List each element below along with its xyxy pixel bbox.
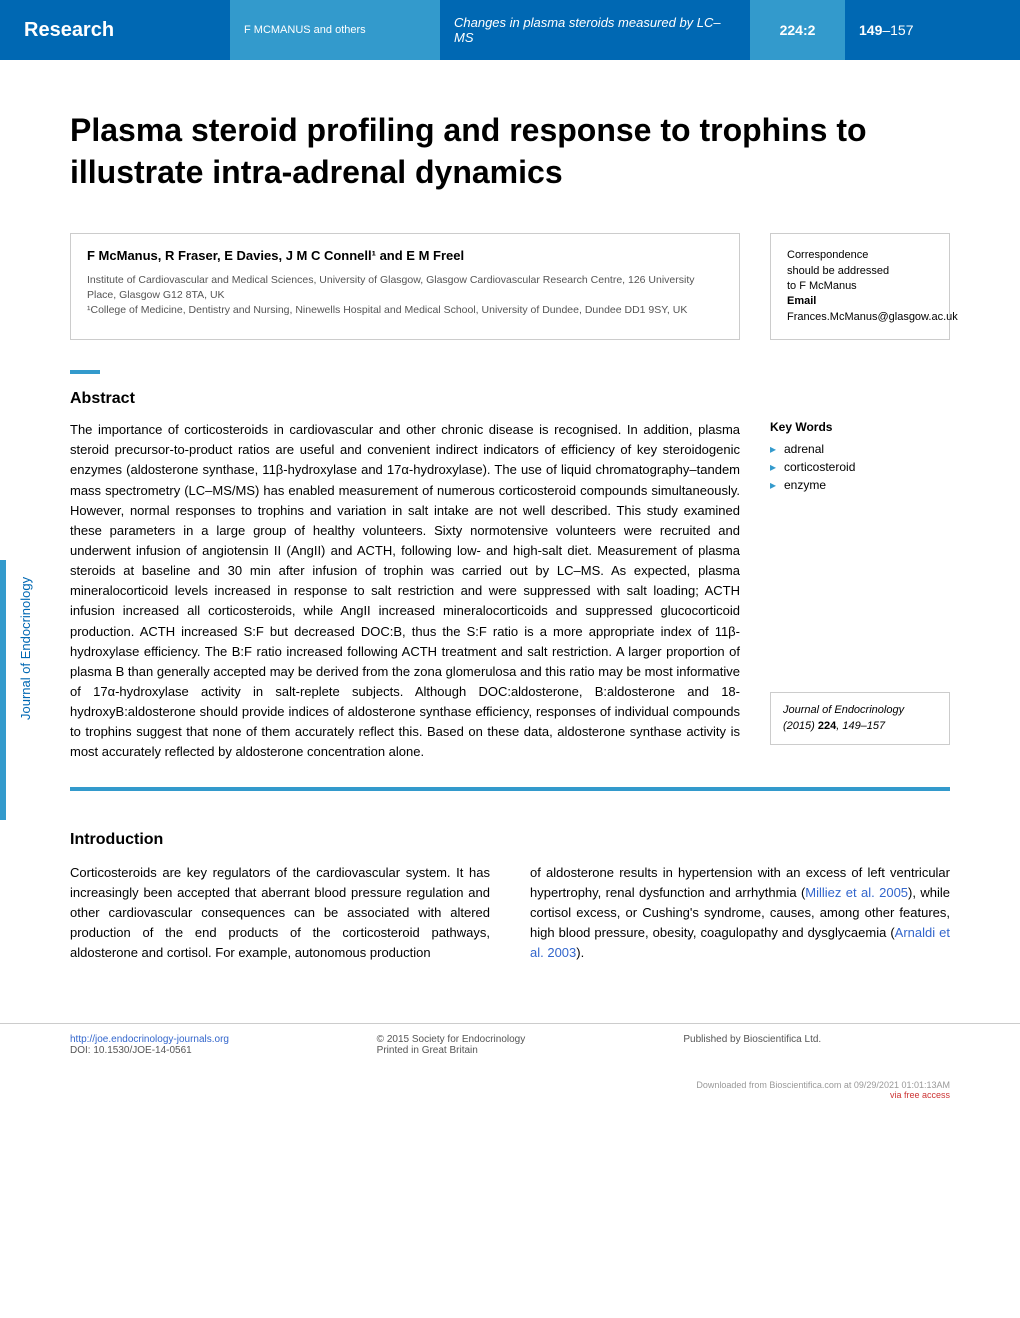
affiliation-1: Institute of Cardiovascular and Medical … <box>87 273 723 302</box>
author-names: F McManus, R Fraser, E Davies, J M C Con… <box>87 248 723 263</box>
section-divider <box>70 370 100 374</box>
footer: http://joe.endocrinology-journals.org DO… <box>0 1023 1020 1076</box>
abstract-section: Abstract The importance of corticosteroi… <box>70 370 950 790</box>
introduction-col-2: of aldosterone results in hypertension w… <box>530 863 950 964</box>
research-section-label: Research <box>0 0 230 60</box>
author-affiliation-box: F McManus, R Fraser, E Davies, J M C Con… <box>70 233 740 340</box>
correspondence-email-label: Email <box>787 294 933 309</box>
correspondence-line1: Correspondence <box>787 248 933 263</box>
introduction-section: Introduction Corticosteroids are key reg… <box>70 831 950 964</box>
correspondence-email: Frances.McManus@glasgow.ac.uk <box>787 310 933 325</box>
footer-doi: DOI: 10.1530/JOE-14-0561 <box>70 1045 337 1056</box>
keyword-item: adrenal <box>770 442 950 456</box>
affiliation-2: ¹College of Medicine, Dentistry and Nurs… <box>87 303 723 318</box>
download-free-access: via free access <box>890 1090 950 1100</box>
citation-year: (2015) <box>783 720 818 732</box>
introduction-col-1: Corticosteroids are key regulators of th… <box>70 863 490 964</box>
abstract-row: The importance of corticosteroids in car… <box>70 420 950 762</box>
footer-url-link[interactable]: http://joe.endocrinology-journals.org <box>70 1034 229 1045</box>
footer-col-1: http://joe.endocrinology-journals.org DO… <box>70 1034 337 1056</box>
introduction-heading: Introduction <box>70 831 950 849</box>
sidebar-journal-label: Journal of Endocrinology <box>18 577 33 720</box>
keywords-heading: Key Words <box>770 420 950 434</box>
footer-printed: Printed in Great Britain <box>377 1045 644 1056</box>
introduction-columns: Corticosteroids are key regulators of th… <box>70 863 950 964</box>
header-running-title: Changes in plasma steroids measured by L… <box>440 0 750 60</box>
correspondence-box: Correspondence should be addressed to F … <box>770 233 950 340</box>
article-title: Plasma steroid profiling and response to… <box>70 110 950 193</box>
reference-link[interactable]: Milliez et al. 2005 <box>805 885 908 900</box>
author-correspondence-row: F McManus, R Fraser, E Davies, J M C Con… <box>70 233 950 340</box>
page-range-suffix: –157 <box>882 22 913 38</box>
journal-citation-box: Journal of Endocrinology (2015) 224, 149… <box>770 692 950 745</box>
page-start: 149 <box>859 22 882 38</box>
footer-col-3: Published by Bioscientifica Ltd. <box>683 1034 950 1056</box>
header-volume: 224:2 <box>750 0 845 60</box>
download-text: Downloaded from Bioscientifica.com at 09… <box>696 1080 950 1090</box>
footer-col-2: © 2015 Society for Endocrinology Printed… <box>377 1034 644 1056</box>
footer-copyright: © 2015 Society for Endocrinology <box>377 1034 644 1045</box>
header-authors-short: F MCMANUS and others <box>230 0 440 60</box>
citation-volume: 224 <box>818 720 836 732</box>
sidebar-stripe <box>0 560 6 820</box>
main-content: Plasma steroid profiling and response to… <box>0 60 1020 993</box>
keywords-sidebar: Key Words adrenal corticosteroid enzyme … <box>770 420 950 762</box>
keyword-item: enzyme <box>770 478 950 492</box>
citation-journal: Journal of Endocrinology <box>783 704 904 716</box>
correspondence-line2: should be addressed <box>787 264 933 279</box>
abstract-text: The importance of corticosteroids in car… <box>70 420 740 762</box>
header-pages: 149–157 <box>845 0 1020 60</box>
footer-published: Published by Bioscientifica Ltd. <box>683 1034 950 1045</box>
download-note: Downloaded from Bioscientifica.com at 09… <box>0 1076 1020 1110</box>
keyword-item: corticosteroid <box>770 460 950 474</box>
intro-col2-post: ). <box>576 945 584 960</box>
header-bar: Research F MCMANUS and others Changes in… <box>0 0 1020 60</box>
citation-pages: , 149–157 <box>836 720 885 732</box>
abstract-bottom-divider <box>70 787 950 791</box>
correspondence-line3: to F McManus <box>787 279 933 294</box>
page-container: Journal of Endocrinology Research F MCMA… <box>0 0 1020 1110</box>
abstract-heading: Abstract <box>70 390 950 408</box>
